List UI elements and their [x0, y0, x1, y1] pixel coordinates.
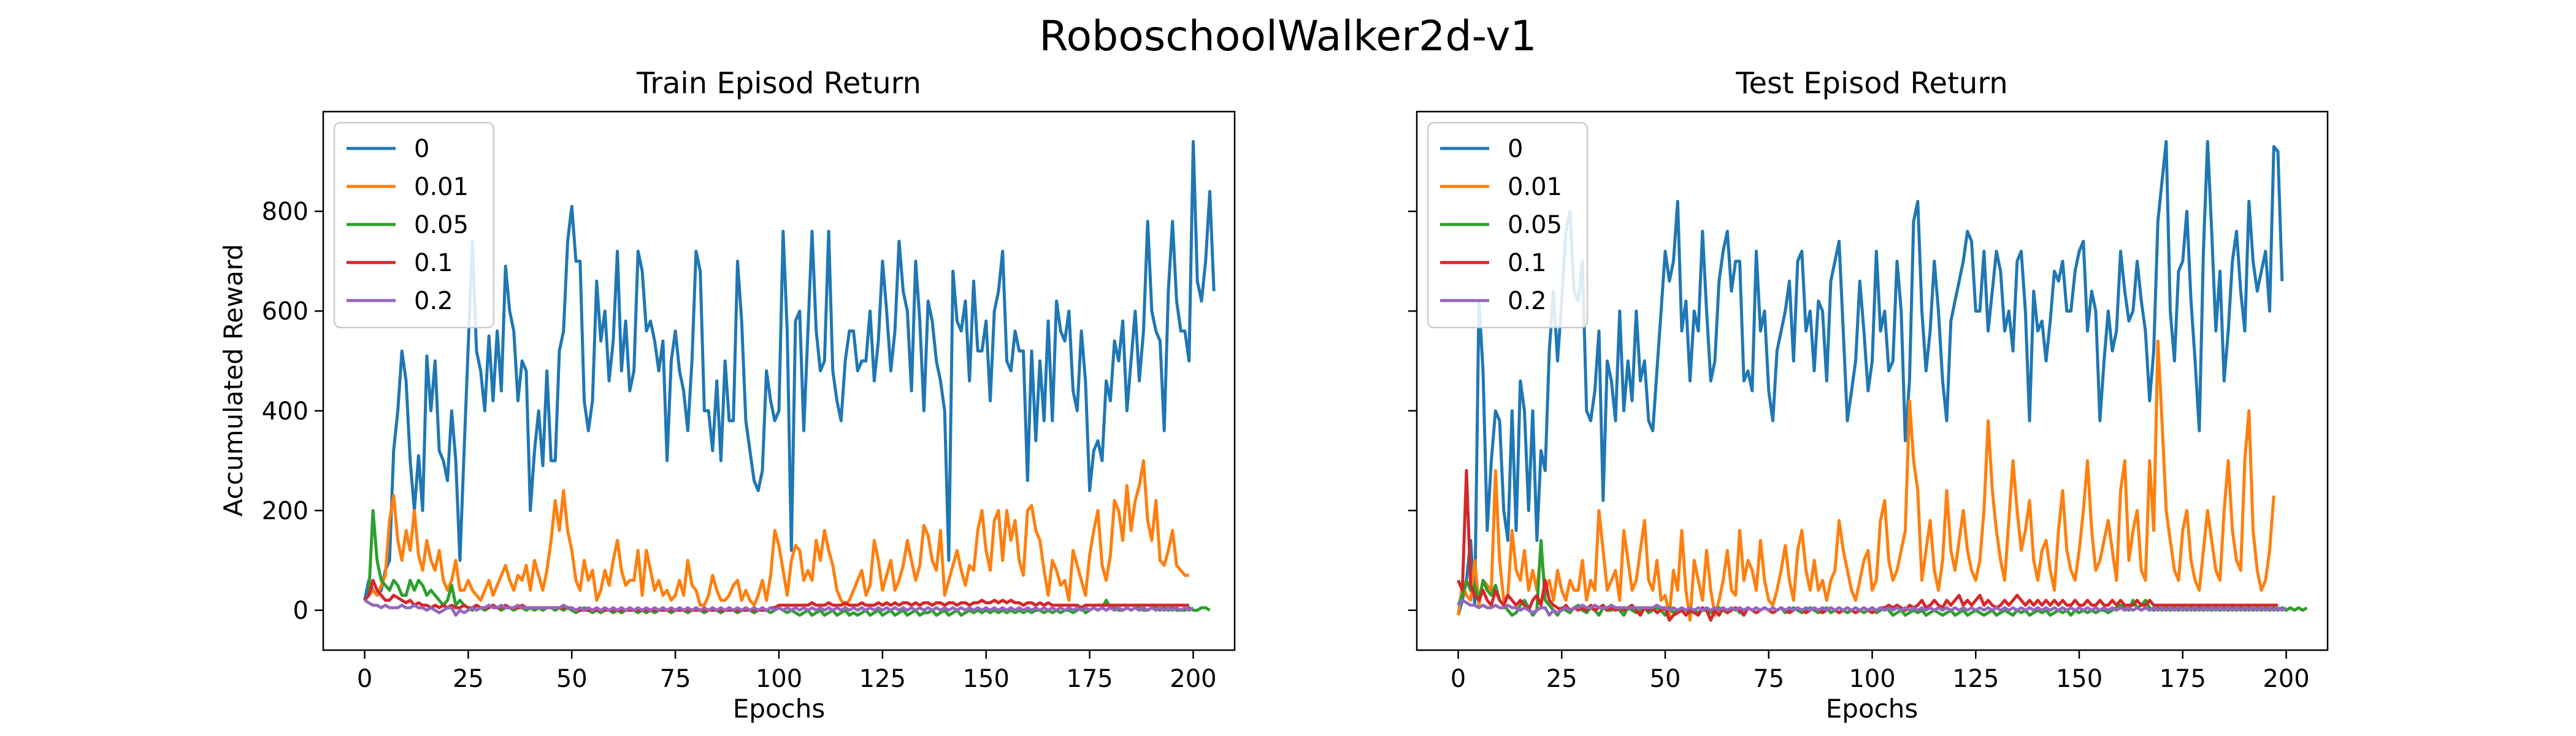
test-ticks: 0 25 50 75 100 125 150 175 200 [1408, 210, 2310, 693]
train-series-line-1 [363, 459, 1189, 607]
train-legend-box [333, 121, 495, 329]
test-legend-label: 0.01 [1508, 173, 1562, 201]
train-legend: 0 0.01 0.05 0.1 0.2 [333, 121, 495, 329]
train-legend-label: 0.1 [414, 249, 453, 277]
train-x-tick-label: 0 [357, 665, 372, 693]
test-x-tick-label: 150 [2056, 665, 2103, 693]
train-legend-label: 0.05 [414, 211, 469, 239]
train-series-line-4 [364, 599, 1194, 617]
test-panel: Test Episod Return Epochs 0 25 50 75 100 125 1… [1408, 66, 2329, 724]
test-panel-title: Test Episod Return [1735, 66, 2007, 101]
train-y-axis-label: Accumulated Reward [218, 244, 248, 516]
test-plot-frame [1416, 110, 2329, 651]
train-ticks: 0 25 50 75 100 125 150 175 200 0 200 400 600 800 [262, 198, 1217, 693]
test-x-axis-label: Epochs [1826, 694, 1919, 724]
train-x-tick-label: 25 [453, 665, 484, 693]
train-x-axis-label: Epochs [733, 694, 826, 724]
train-plot-frame [322, 110, 1236, 651]
test-x-tick-label: 100 [1849, 665, 1895, 693]
test-legend-label: 0 [1508, 135, 1523, 163]
train-legend-label: 0.01 [414, 173, 469, 201]
train-series-line-2 [363, 508, 1211, 617]
test-x-tick-label: 125 [1952, 665, 1999, 693]
train-y-tick-label: 200 [262, 497, 309, 525]
train-series-lines [363, 140, 1216, 617]
test-x-tick-label: 175 [2160, 665, 2206, 693]
train-series-line-0 [363, 140, 1216, 601]
train-x-tick-label: 50 [556, 665, 588, 693]
train-y-tick-label: 0 [293, 597, 309, 625]
train-x-tick-label: 200 [1170, 665, 1216, 693]
test-legend-box [1427, 121, 1589, 329]
train-y-tick-label: 400 [262, 397, 309, 426]
train-panel-title: Train Episod Return [636, 66, 921, 101]
test-legend-label: 0.1 [1508, 249, 1547, 277]
train-legend-label: 0 [414, 135, 429, 163]
train-x-tick-label: 175 [1066, 665, 1113, 693]
test-series-lines [1457, 140, 2308, 622]
test-series-line-1 [1457, 339, 2275, 622]
train-x-tick-label: 75 [660, 665, 691, 693]
figure-title: RoboschoolWalker2d-v1 [1039, 12, 1536, 61]
test-x-tick-label: 25 [1546, 665, 1577, 693]
train-y-tick-label: 600 [262, 297, 309, 326]
train-x-tick-label: 150 [963, 665, 1010, 693]
test-x-tick-label: 50 [1650, 665, 1681, 693]
test-legend-label: 0.05 [1508, 211, 1562, 239]
test-legend-label: 0.2 [1508, 287, 1547, 315]
test-x-tick-label: 200 [2263, 665, 2309, 693]
train-legend-label: 0.2 [414, 287, 453, 315]
train-y-tick-label: 800 [262, 198, 309, 226]
train-x-tick-label: 125 [859, 665, 906, 693]
test-x-tick-label: 75 [1753, 665, 1784, 693]
train-x-tick-label: 100 [756, 665, 802, 693]
train-panel: Train Episod Return Epochs Accumulated R… [218, 66, 1236, 724]
test-legend: 0 0.01 0.05 0.1 0.2 [1427, 121, 1589, 329]
test-series-line-4 [1457, 599, 2287, 617]
test-series-line-0 [1457, 140, 2284, 616]
test-x-tick-label: 0 [1451, 665, 1466, 693]
